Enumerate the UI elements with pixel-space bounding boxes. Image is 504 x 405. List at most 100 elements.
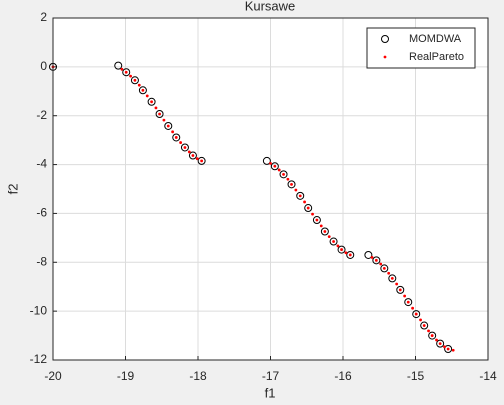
point — [327, 235, 331, 239]
point — [372, 256, 381, 265]
point — [287, 180, 296, 189]
point — [340, 248, 343, 251]
point — [414, 312, 418, 316]
point — [370, 256, 374, 259]
point — [451, 348, 455, 352]
x-tick-label: -19 — [117, 369, 135, 383]
point — [269, 161, 272, 165]
point — [172, 133, 181, 142]
point — [337, 245, 346, 254]
y-tick-label: -12 — [30, 352, 48, 366]
point — [411, 306, 414, 310]
point — [273, 164, 277, 168]
point — [187, 150, 191, 154]
chart-title: Kursawe — [245, 0, 296, 13]
x-axis-label: f1 — [265, 385, 276, 400]
point — [443, 345, 446, 349]
point — [262, 156, 271, 165]
y-tick-label: -4 — [36, 157, 47, 171]
legend-label: MOMDWA — [409, 33, 462, 45]
point — [200, 159, 204, 163]
point — [180, 143, 189, 152]
y-tick-label: -8 — [36, 254, 47, 268]
point — [294, 188, 298, 192]
point — [145, 94, 149, 98]
point — [380, 264, 389, 273]
point — [446, 347, 450, 351]
point — [390, 277, 394, 280]
point — [388, 274, 397, 283]
point — [296, 191, 305, 200]
point — [412, 310, 421, 319]
point — [303, 200, 306, 204]
x-tick-label: -14 — [479, 369, 497, 383]
point — [382, 266, 386, 270]
point — [398, 288, 402, 292]
y-tick-label: 0 — [40, 59, 47, 73]
point — [387, 271, 391, 275]
x-tick-label: -18 — [189, 369, 207, 383]
x-tick-label: -17 — [262, 369, 280, 383]
point — [332, 240, 335, 243]
point — [166, 124, 170, 128]
point — [286, 177, 290, 181]
x-tick-label: -20 — [44, 369, 62, 383]
point — [120, 67, 124, 71]
point — [122, 68, 131, 77]
point — [290, 182, 293, 186]
point — [315, 218, 319, 222]
point — [374, 258, 378, 262]
point — [171, 130, 175, 134]
point — [320, 227, 329, 236]
y-tick-label: 2 — [40, 10, 47, 24]
point — [147, 97, 156, 106]
point — [133, 78, 137, 82]
legend-marker — [381, 35, 389, 43]
y-tick-label: -2 — [36, 108, 47, 122]
point — [277, 168, 281, 172]
point — [158, 112, 161, 116]
point — [304, 204, 313, 213]
point — [270, 162, 279, 171]
point — [406, 300, 410, 304]
point — [396, 285, 405, 294]
point — [306, 206, 310, 210]
point — [141, 88, 145, 92]
point — [344, 251, 348, 255]
point — [319, 224, 323, 228]
point — [138, 86, 147, 95]
point — [419, 318, 422, 322]
legend: MOMDWA RealPareto — [366, 27, 476, 69]
point — [130, 76, 139, 85]
point — [436, 339, 445, 348]
point — [197, 156, 206, 165]
point — [183, 146, 187, 149]
y-tick-label: -6 — [36, 206, 47, 220]
point — [279, 170, 288, 179]
point — [420, 321, 429, 330]
point — [154, 106, 158, 110]
point — [162, 118, 166, 122]
y-tick-label: -10 — [30, 303, 48, 317]
point — [298, 194, 302, 198]
point — [282, 172, 285, 176]
x-tick-label: -15 — [407, 369, 425, 383]
point — [150, 100, 154, 104]
point — [188, 151, 197, 160]
legend-label: RealPareto — [409, 51, 464, 63]
point — [364, 250, 373, 259]
point — [404, 298, 413, 307]
point — [164, 121, 173, 130]
point — [195, 157, 199, 161]
point — [395, 282, 399, 286]
point — [435, 338, 438, 342]
point — [312, 216, 321, 225]
x-tick-label: -16 — [334, 369, 352, 383]
point — [191, 154, 195, 157]
point — [155, 110, 164, 119]
point — [311, 212, 314, 216]
point — [438, 342, 442, 346]
legend-box — [366, 27, 476, 69]
point — [444, 345, 453, 354]
